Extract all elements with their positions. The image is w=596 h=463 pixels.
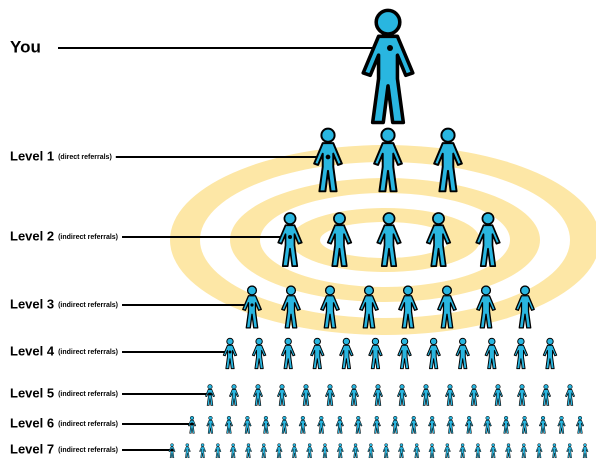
dot — [229, 351, 232, 354]
person — [536, 444, 542, 458]
person — [318, 416, 326, 433]
person — [391, 416, 399, 433]
level-note: (direct referrals) — [58, 154, 112, 161]
dot — [191, 423, 194, 426]
dot — [209, 393, 212, 396]
person — [475, 444, 481, 458]
person — [261, 444, 267, 458]
person — [505, 444, 511, 458]
level-note: (indirect referrals) — [58, 234, 118, 241]
person — [244, 416, 252, 433]
person — [551, 444, 557, 458]
person — [502, 416, 510, 433]
person — [253, 385, 262, 406]
person — [558, 416, 566, 433]
person — [398, 444, 404, 458]
person — [459, 444, 465, 458]
person — [493, 385, 502, 406]
person — [521, 416, 529, 433]
person — [245, 444, 251, 458]
person — [444, 444, 450, 458]
person — [565, 385, 574, 406]
person — [337, 444, 343, 458]
person — [456, 338, 469, 368]
person — [363, 10, 413, 122]
person — [447, 416, 455, 433]
person — [490, 444, 496, 458]
person — [299, 416, 307, 433]
person — [277, 385, 286, 406]
person — [225, 416, 233, 433]
you-label: You — [10, 37, 41, 56]
person — [281, 338, 294, 368]
level-label: Level 3 — [10, 296, 54, 311]
level-label: Level 1 — [10, 148, 54, 163]
person — [484, 416, 492, 433]
person — [355, 416, 363, 433]
person — [373, 416, 381, 433]
dot — [387, 45, 393, 51]
person — [311, 338, 324, 368]
person — [325, 385, 334, 406]
level-note: (indirect referrals) — [58, 447, 118, 454]
person — [291, 444, 297, 458]
person — [469, 385, 478, 406]
person — [349, 385, 358, 406]
person — [322, 444, 328, 458]
level-label: Level 4 — [10, 343, 55, 358]
level-note: (indirect referrals) — [58, 349, 118, 356]
person — [207, 416, 215, 433]
person — [368, 444, 374, 458]
person — [465, 416, 473, 433]
person — [336, 416, 344, 433]
person — [445, 385, 454, 406]
dot — [250, 303, 253, 306]
person — [517, 385, 526, 406]
person — [539, 416, 547, 433]
level-label: Level 6 — [10, 415, 54, 430]
person — [252, 338, 265, 368]
person — [369, 338, 382, 368]
dot — [171, 449, 174, 452]
person — [199, 444, 205, 458]
dot — [326, 155, 331, 160]
dot — [288, 235, 292, 239]
person — [541, 385, 550, 406]
level-label: Level 5 — [10, 385, 54, 400]
person — [410, 416, 418, 433]
person — [421, 385, 430, 406]
level-note: (indirect referrals) — [58, 391, 118, 398]
person — [398, 338, 411, 368]
level-note: (indirect referrals) — [58, 302, 118, 309]
person — [428, 416, 436, 433]
level-label: Level 7 — [10, 441, 54, 456]
person — [429, 444, 435, 458]
person — [397, 385, 406, 406]
person — [427, 338, 440, 368]
person — [276, 444, 282, 458]
person — [307, 444, 313, 458]
person — [301, 385, 310, 406]
person — [340, 338, 353, 368]
person — [567, 444, 573, 458]
person — [485, 338, 498, 368]
person — [352, 444, 358, 458]
level-note: (indirect referrals) — [58, 421, 118, 428]
person — [514, 338, 527, 368]
level-label: Level 2 — [10, 228, 54, 243]
person — [230, 444, 236, 458]
person — [215, 444, 221, 458]
person — [414, 444, 420, 458]
person — [543, 338, 556, 368]
person — [281, 416, 289, 433]
person — [383, 444, 389, 458]
person — [229, 385, 238, 406]
referral-diagram: You Level 1 (direct referrals) Level 2 (ind… — [0, 0, 596, 463]
person — [521, 444, 527, 458]
person — [184, 444, 190, 458]
person — [373, 385, 382, 406]
person — [576, 416, 584, 433]
person — [262, 416, 270, 433]
person — [582, 444, 588, 458]
